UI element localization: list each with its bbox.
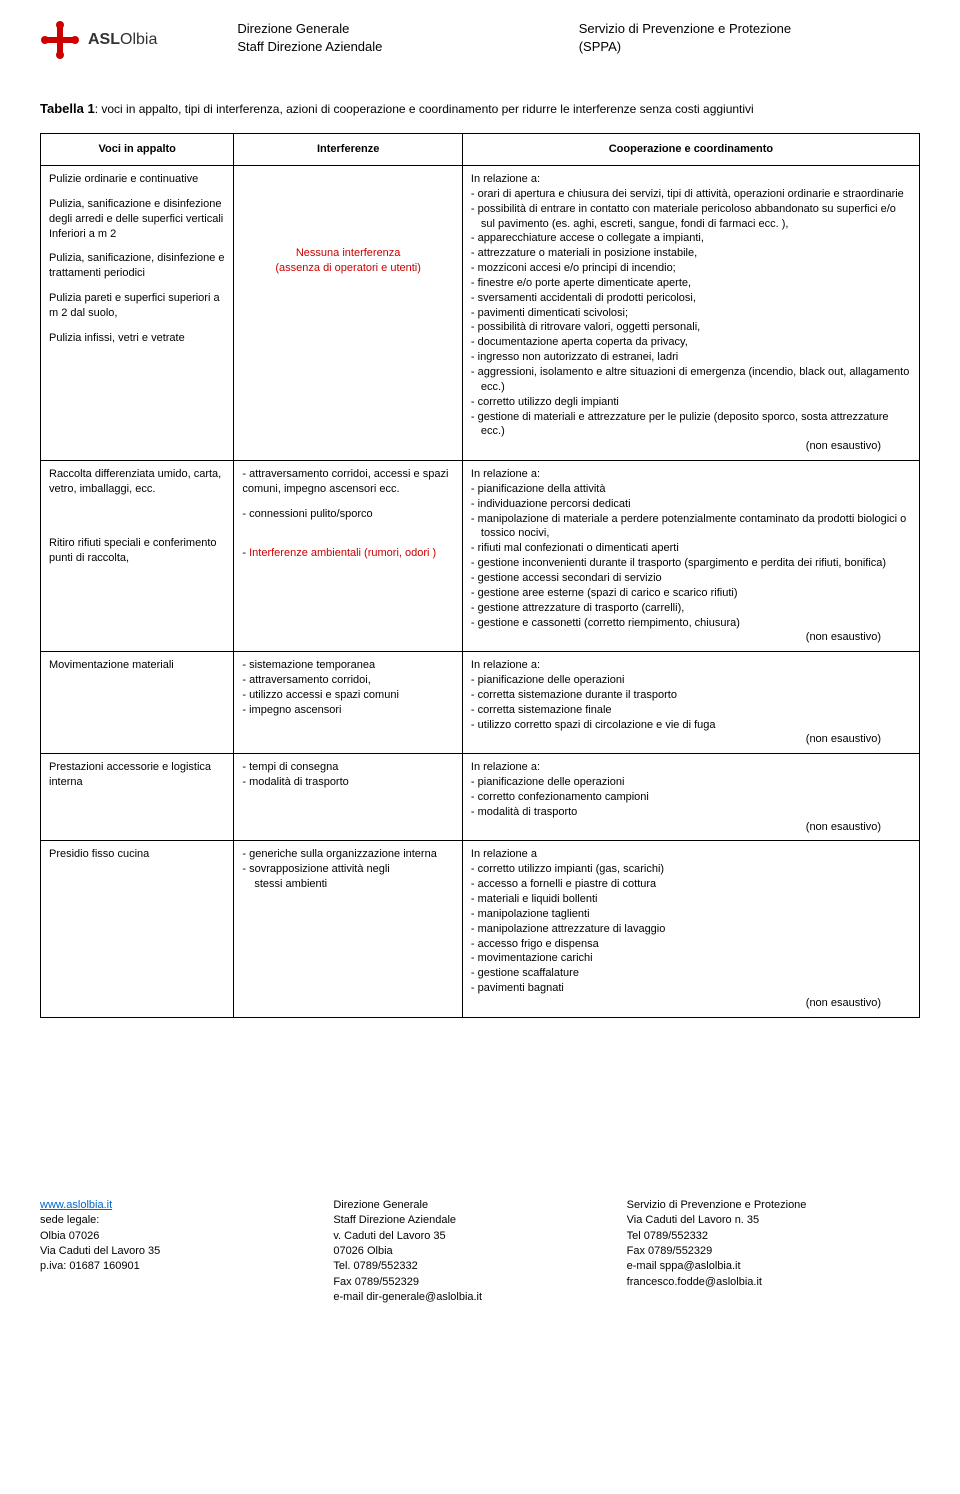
- footer-col-1: www.aslolbia.it sede legale: Olbia 07026…: [40, 1198, 333, 1306]
- r3-c1: Movimentazione materiali: [41, 652, 234, 754]
- header-col-1: Direzione Generale Staff Direzione Azien…: [237, 20, 578, 56]
- r2-c3-list: pianificazione della attività individuaz…: [471, 482, 911, 630]
- r4-c3: In relazione a: pianificazione delle ope…: [462, 754, 919, 841]
- r3-c2: sistemazione temporanea attraversamento …: [234, 652, 463, 754]
- r3-c3: In relazione a: pianificazione delle ope…: [462, 652, 919, 754]
- r2-c2: - attraversamento corridoi, accessi e sp…: [234, 461, 463, 652]
- r1-c3-list: orari di apertura e chiusura dei servizi…: [471, 187, 911, 439]
- page-header: ASLOlbia Direzione Generale Staff Direzi…: [40, 20, 920, 60]
- r2-c3: In relazione a: pianificazione della att…: [462, 461, 919, 652]
- table-row-2: Raccolta differenziata umido, carta, vet…: [41, 461, 920, 652]
- r2-c1: Raccolta differenziata umido, carta, vet…: [41, 461, 234, 652]
- logo-text: ASLOlbia: [88, 31, 157, 49]
- main-table: Voci in appalto Interferenze Cooperazion…: [40, 133, 920, 1018]
- table-row-3: Movimentazione materiali sistemazione te…: [41, 652, 920, 754]
- page-footer: www.aslolbia.it sede legale: Olbia 07026…: [40, 1198, 920, 1306]
- r1-c3: In relazione a: orari di apertura e chiu…: [462, 166, 919, 461]
- th-cooperazione: Cooperazione e coordinamento: [462, 134, 919, 166]
- r1-c1: Pulizie ordinarie e continuative Pulizia…: [41, 166, 234, 461]
- table-header-row: Voci in appalto Interferenze Cooperazion…: [41, 134, 920, 166]
- footer-col-2: Direzione Generale Staff Direzione Azien…: [333, 1198, 626, 1306]
- r5-c1: Presidio fisso cucina: [41, 841, 234, 1017]
- logo: ASLOlbia: [40, 20, 157, 60]
- table-row-5: Presidio fisso cucina - generiche sulla …: [41, 841, 920, 1017]
- th-voci: Voci in appalto: [41, 134, 234, 166]
- table-row-1: Pulizie ordinarie e continuative Pulizia…: [41, 166, 920, 461]
- table-row-4: Prestazioni accessorie e logistica inter…: [41, 754, 920, 841]
- r1-c2: Nessuna interferenza (assenza di operato…: [234, 166, 463, 461]
- table-title: Tabella 1: voci in appalto, tipi di inte…: [40, 100, 920, 118]
- r5-c2: - generiche sulla organizzazione interna…: [234, 841, 463, 1017]
- r5-c3: In relazione a corretto utilizzo impiant…: [462, 841, 919, 1017]
- th-interferenze: Interferenze: [234, 134, 463, 166]
- header-col-2: Servizio di Prevenzione e Protezione (SP…: [579, 20, 920, 56]
- logo-icon: [40, 20, 80, 60]
- r4-c2: tempi di consegna modalità di trasporto: [234, 754, 463, 841]
- r4-c1: Prestazioni accessorie e logistica inter…: [41, 754, 234, 841]
- footer-col-3: Servizio di Prevenzione e Protezione Via…: [627, 1198, 920, 1306]
- footer-link[interactable]: www.aslolbia.it: [40, 1199, 112, 1211]
